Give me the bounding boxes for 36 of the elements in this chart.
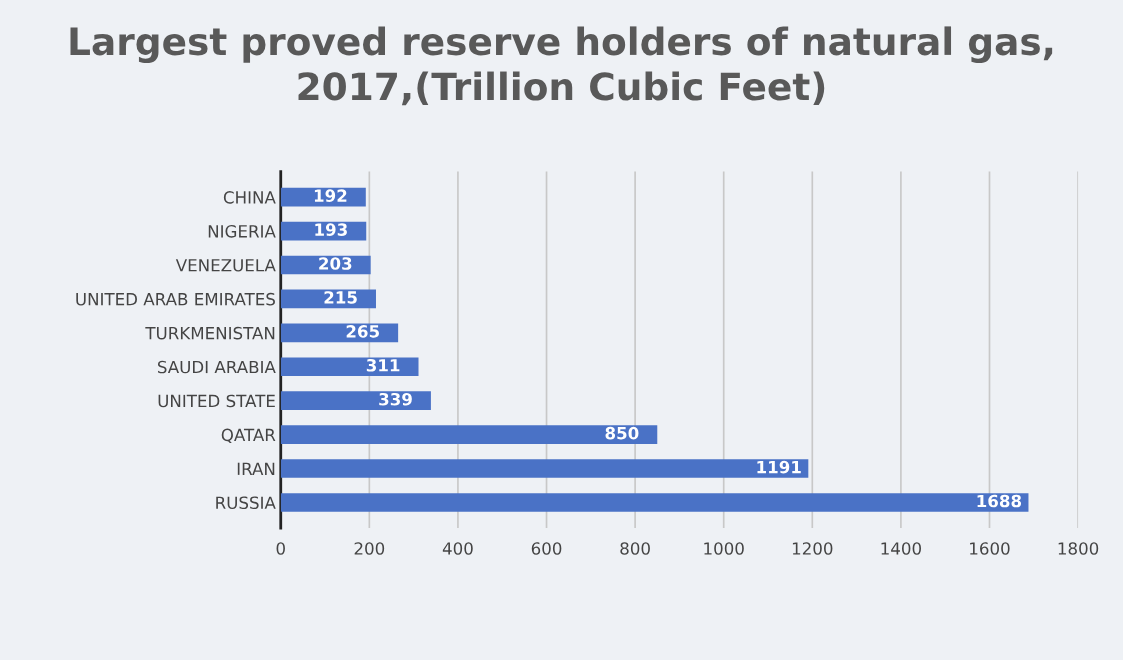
y-tick-label: VENEZUELA [175,259,276,272]
x-tick-label: 800 [620,542,650,555]
y-tick-label: IRAN [237,462,275,475]
x-tick-label: 1600 [970,542,1010,555]
x-tick-label: 600 [531,542,562,555]
data-label: 215 [324,291,357,304]
y-tick-label: SAUDI ARABIA [157,360,276,374]
x-tick-label: 1000 [704,542,744,555]
x-tick-label: 1800 [1058,542,1099,555]
data-label: 203 [319,257,352,270]
x-tick-label: 1400 [881,542,921,555]
data-label: 1191 [757,460,801,474]
bar [280,357,419,377]
bar [280,391,431,411]
y-tick-label: RUSSIA [216,496,276,510]
y-tick-label: QATAR [221,428,276,444]
x-tick-label: 400 [442,542,473,555]
x-tick-label: 0 [276,542,285,555]
data-label: 192 [314,189,347,202]
x-tick-label: 200 [354,542,385,555]
x-tick-label: 1200 [792,542,833,555]
bar [280,493,1029,512]
y-tick-label: CHINA [223,191,276,204]
bar [280,459,809,478]
y-tick-label: UNITED ARAB EMIRATES [76,292,275,306]
data-label: 311 [366,358,400,372]
data-label: 265 [346,325,379,338]
data-label: 339 [379,392,412,406]
data-label: 193 [315,223,347,236]
y-tick-label: NIGERIA [208,225,276,238]
bar [280,425,658,444]
y-tick-label: TURKMENISTAN [145,326,275,340]
y-tick-label: UNITED STATE [158,394,275,408]
chart-title: Largest proved reserve holders of natural gas, 2017,(Trillion Cubic Feet) [70,26,1053,106]
data-label: 850 [605,426,639,440]
data-label: 1688 [977,494,1022,508]
